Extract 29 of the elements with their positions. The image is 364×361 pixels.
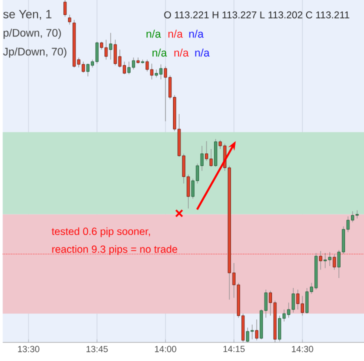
candlestick xyxy=(63,0,67,17)
x-tick-label: 13:30 xyxy=(18,346,40,352)
x-tick-label: 14:15 xyxy=(223,346,245,352)
candlestick xyxy=(332,254,336,270)
annotation: se Yen, 1 xyxy=(3,10,52,20)
annotation: n/a xyxy=(168,30,183,38)
candlestick xyxy=(214,138,218,167)
candlestick xyxy=(164,66,168,122)
candlestick xyxy=(95,41,99,64)
candlestick xyxy=(305,288,309,314)
annotation: O 113.221 H 113.227 L 113.202 C 113.211 xyxy=(164,11,350,18)
candlestick xyxy=(127,61,131,74)
candlestick xyxy=(68,14,72,25)
annotation: n/a xyxy=(174,48,189,56)
annotation: n/a xyxy=(189,30,204,38)
annotation: tested 0.6 pip sooner, xyxy=(52,227,150,237)
x-tick-label: 13:45 xyxy=(86,346,108,352)
annotation: n/a xyxy=(152,48,167,56)
annotation: Jp/Down, 70) xyxy=(3,47,66,58)
annotation: n/a xyxy=(195,48,210,56)
candlestick xyxy=(132,57,136,70)
x-tick-label: 14:30 xyxy=(292,346,314,352)
annotation: p/Down, 70) xyxy=(4,28,61,39)
annotation: n/a xyxy=(146,30,161,38)
candlestick xyxy=(109,32,112,60)
annotation: reaction 9.3 pips = no trade xyxy=(52,245,178,255)
candlestick xyxy=(255,319,258,341)
x-tick-label: 14:00 xyxy=(155,346,176,352)
candlestick xyxy=(319,250,322,270)
